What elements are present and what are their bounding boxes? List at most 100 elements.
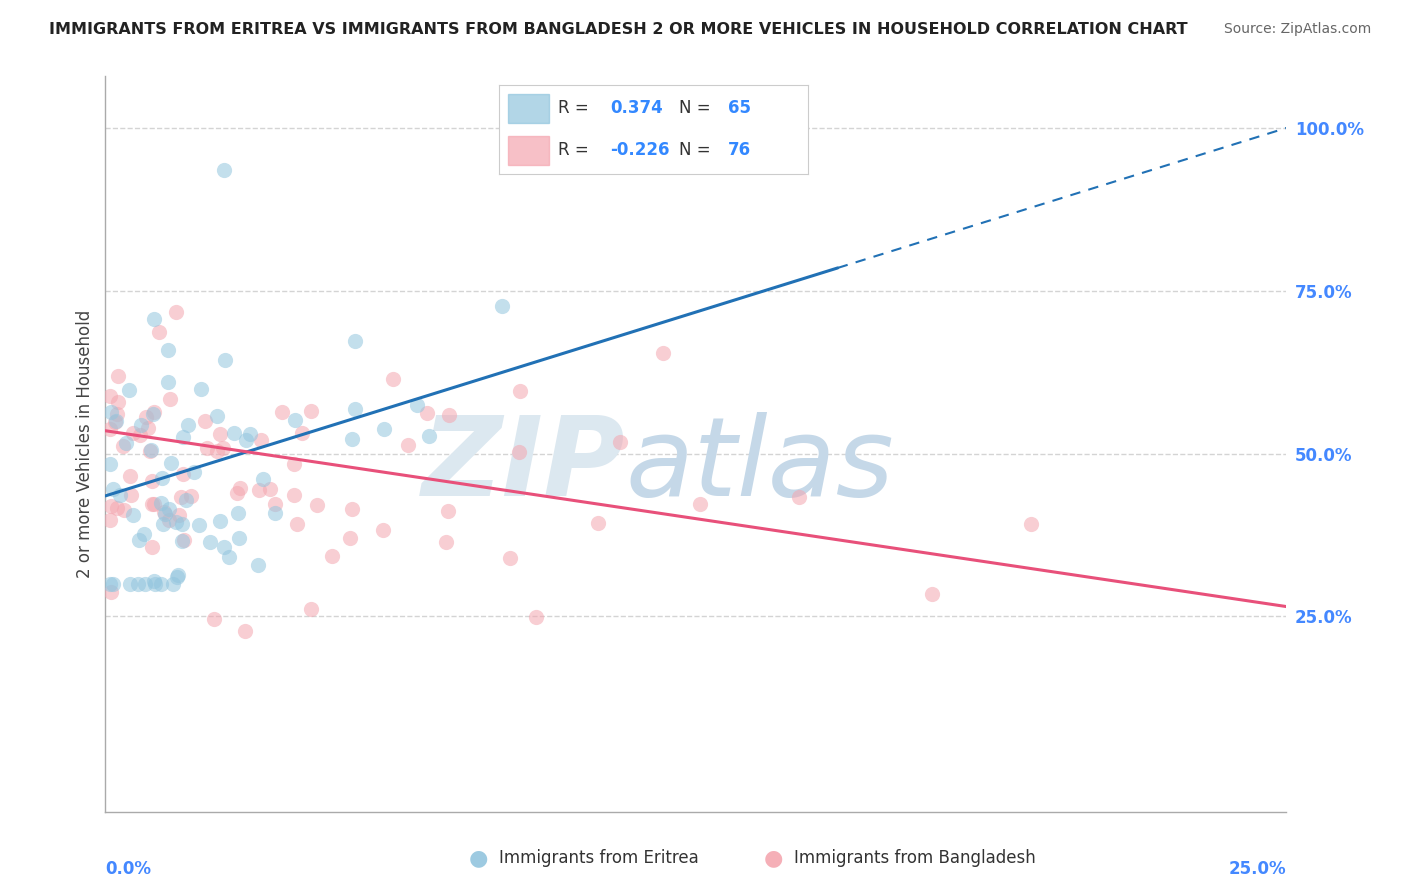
Point bbox=[139, 444, 162, 458]
Point bbox=[285, 516, 308, 531]
Text: 25.0%: 25.0% bbox=[1229, 860, 1286, 878]
Point bbox=[225, 486, 247, 500]
Point bbox=[152, 470, 174, 484]
Bar bbox=[509, 136, 548, 165]
Text: 65: 65 bbox=[728, 99, 751, 118]
Point bbox=[135, 410, 157, 425]
Point bbox=[205, 444, 228, 458]
Point bbox=[105, 500, 128, 515]
Point bbox=[107, 369, 129, 384]
Point bbox=[166, 567, 188, 582]
Point bbox=[229, 482, 252, 496]
Point bbox=[156, 343, 179, 358]
Point bbox=[239, 426, 262, 441]
Point bbox=[437, 409, 460, 423]
Text: atlas: atlas bbox=[626, 412, 894, 519]
Point bbox=[264, 497, 287, 511]
Point bbox=[228, 531, 250, 545]
Point bbox=[194, 414, 217, 428]
Point bbox=[652, 345, 675, 359]
Text: 76: 76 bbox=[728, 141, 751, 160]
Point bbox=[340, 432, 363, 446]
Text: 0.374: 0.374 bbox=[610, 99, 664, 118]
Point bbox=[148, 326, 170, 340]
Point bbox=[212, 441, 235, 455]
Point bbox=[1021, 516, 1043, 531]
Point bbox=[159, 392, 181, 406]
Point bbox=[226, 506, 249, 520]
Point bbox=[98, 388, 121, 402]
Point bbox=[105, 407, 128, 421]
Point bbox=[141, 540, 163, 554]
Point bbox=[134, 576, 156, 591]
Point bbox=[235, 434, 257, 448]
Point bbox=[141, 475, 163, 489]
Point bbox=[190, 382, 212, 396]
Point bbox=[165, 516, 187, 530]
Point bbox=[165, 305, 187, 319]
Point bbox=[129, 418, 152, 433]
Point bbox=[183, 465, 205, 479]
Point bbox=[177, 417, 200, 432]
Point bbox=[202, 612, 225, 626]
Point bbox=[263, 506, 285, 520]
Text: R =: R = bbox=[558, 141, 589, 160]
Point bbox=[198, 534, 221, 549]
Point bbox=[321, 549, 343, 563]
Point bbox=[129, 428, 152, 442]
Point bbox=[416, 405, 439, 419]
Point bbox=[142, 574, 165, 589]
Point bbox=[155, 507, 177, 521]
Point bbox=[132, 527, 155, 541]
Point bbox=[112, 502, 135, 516]
Point bbox=[118, 383, 141, 397]
Point bbox=[524, 610, 547, 624]
Point bbox=[172, 516, 194, 531]
Point bbox=[436, 504, 458, 518]
Point bbox=[121, 425, 143, 440]
Point bbox=[195, 441, 218, 455]
Point bbox=[169, 490, 191, 504]
Text: Immigrants from Eritrea: Immigrants from Eritrea bbox=[499, 849, 699, 867]
Point bbox=[128, 533, 150, 547]
Point bbox=[98, 422, 121, 436]
Point bbox=[283, 457, 305, 471]
Point bbox=[142, 312, 165, 326]
Point bbox=[208, 426, 231, 441]
Point bbox=[143, 404, 166, 418]
Point bbox=[498, 550, 520, 565]
Point bbox=[157, 502, 180, 516]
Point bbox=[100, 405, 122, 419]
Point bbox=[127, 576, 149, 591]
Point bbox=[222, 425, 245, 440]
Point bbox=[104, 415, 127, 429]
Bar bbox=[509, 94, 548, 123]
Point bbox=[586, 516, 609, 531]
Point bbox=[689, 497, 711, 511]
Text: N =: N = bbox=[679, 99, 710, 118]
Point bbox=[246, 558, 269, 573]
Point bbox=[172, 534, 194, 549]
Y-axis label: 2 or more Vehicles in Household: 2 or more Vehicles in Household bbox=[76, 310, 94, 578]
Point bbox=[371, 523, 394, 537]
Point bbox=[142, 497, 165, 511]
Point bbox=[98, 513, 121, 527]
Point bbox=[149, 576, 172, 591]
Point bbox=[139, 442, 162, 457]
Text: ●: ● bbox=[468, 848, 488, 868]
Point bbox=[218, 550, 240, 565]
Point bbox=[111, 439, 134, 453]
Text: ●: ● bbox=[763, 848, 783, 868]
Point bbox=[434, 535, 457, 549]
Point bbox=[157, 376, 180, 390]
Point bbox=[118, 469, 141, 483]
Point bbox=[166, 570, 188, 584]
Point bbox=[152, 517, 174, 532]
Point bbox=[252, 472, 274, 486]
Text: N =: N = bbox=[679, 141, 710, 160]
Point bbox=[172, 430, 194, 444]
Point bbox=[307, 498, 329, 512]
Point bbox=[609, 434, 631, 449]
Point bbox=[233, 624, 256, 638]
Point bbox=[344, 401, 367, 416]
